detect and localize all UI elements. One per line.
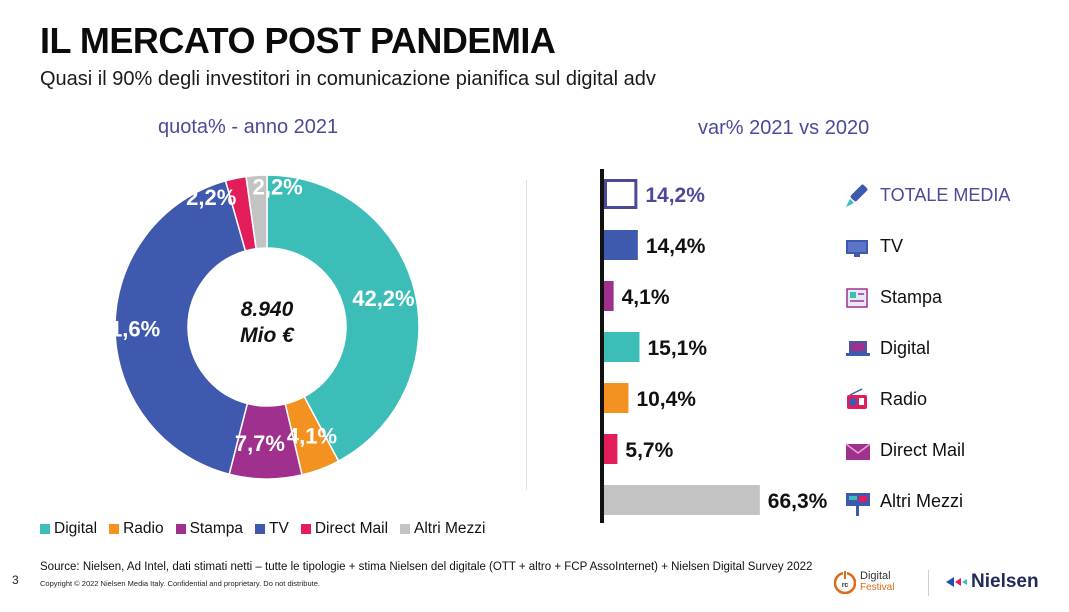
copyright: Copyright © 2022 Nielsen Media Italy. Co… <box>40 579 320 588</box>
bar-value-label: 14,2% <box>645 184 705 207</box>
legend-label: TV <box>269 520 289 537</box>
digital-festival-mark: rc <box>842 582 849 589</box>
legend-item: Radio <box>109 520 164 538</box>
page-subtitle: Quasi il 90% degli investitori in comuni… <box>40 68 656 90</box>
logo-separator <box>928 570 929 596</box>
logo-df-line1: Digital <box>860 570 891 582</box>
bar-value-label: 66,3% <box>768 490 828 513</box>
mail-icon <box>845 443 871 460</box>
billboard-icon <box>846 493 870 516</box>
legend-label: Stampa <box>189 520 243 537</box>
donut-chart: 42,2% 4,1%7,7% 41,6% 2,2% 2,2% 8.940 Mio € <box>100 174 420 480</box>
donut-title: quota% - anno 2021 <box>158 116 339 138</box>
donut-label: 2,2% <box>186 185 236 210</box>
legend-swatch <box>175 524 186 534</box>
logo-df-line2: Festival <box>860 582 895 593</box>
donut-label: 42,2% <box>352 286 414 311</box>
tv-icon <box>846 240 868 257</box>
donut-center-unit: Mio € <box>240 324 295 347</box>
legend-swatch <box>300 524 311 534</box>
bar-category-label: Digital <box>880 338 930 358</box>
laptop-icon <box>846 341 870 356</box>
donut-slice-altri-mezzi <box>245 174 268 250</box>
legend-label: Direct Mail <box>314 520 389 537</box>
bar-value-label: 15,1% <box>647 337 707 360</box>
legend-swatch <box>109 524 120 534</box>
pen-icon <box>846 184 868 207</box>
legend-label: Radio <box>123 520 164 537</box>
bar-category-label: Radio <box>880 389 927 409</box>
donut-slice-tv <box>114 179 249 476</box>
source-note: Source: Nielsen, Ad Intel, dati stimati … <box>40 561 813 573</box>
donut-label: 4,1% <box>287 424 337 449</box>
legend-item: Direct Mail <box>300 520 389 538</box>
nielsen-mark-icon <box>946 577 967 587</box>
bar-category-label: TV <box>880 236 903 256</box>
bar-radio <box>604 383 629 413</box>
legend-item: Digital <box>40 520 97 538</box>
legend-swatch <box>255 524 265 534</box>
bar-stampa <box>604 281 614 311</box>
divider <box>526 180 527 490</box>
digital-festival-icon: rc <box>834 570 856 594</box>
nielsen-logo: Nielsen <box>946 571 1039 593</box>
bar-direct-mail <box>604 434 618 464</box>
nielsen-wordmark: Nielsen <box>971 571 1039 592</box>
donut-label: 2,2% <box>253 174 303 199</box>
legend-item: Altri Mezzi <box>400 520 486 538</box>
bar-category-label: Altri Mezzi <box>880 491 963 511</box>
bar-altri-mezzi <box>604 485 760 515</box>
bar-tv <box>604 230 638 260</box>
bar-value-label: 5,7% <box>625 439 673 462</box>
legend-item: Stampa <box>175 520 243 538</box>
legend-label: Altri Mezzi <box>414 520 486 537</box>
donut-label: 7,7% <box>235 431 285 456</box>
digital-festival-logo: rc Digital Festival <box>834 570 894 594</box>
donut-slice-digital <box>266 174 420 463</box>
bar-category-label: Direct Mail <box>880 440 965 460</box>
newspaper-icon <box>846 288 868 308</box>
bar-value-label: 10,4% <box>636 388 696 411</box>
radio-icon <box>847 388 867 409</box>
page-title: IL MERCATO POST PANDEMIA <box>40 20 556 61</box>
bar-category-label: Stampa <box>880 287 943 307</box>
bar-digital <box>604 332 640 362</box>
bar-totale-media <box>604 179 638 209</box>
chart-legend: Digital Radio Stampa TV Direct Mail Altri Mez… <box>40 520 486 538</box>
page-number: 3 <box>12 573 19 587</box>
bar-value-label: 14,4% <box>646 235 706 258</box>
bar-chart-title: var% 2021 vs 2020 <box>698 117 870 139</box>
legend-label: Digital <box>54 520 98 537</box>
bar-category-label: TOTALE MEDIA <box>880 185 1010 205</box>
legend-swatch <box>400 524 411 534</box>
legend-item: TV <box>255 520 289 538</box>
bar-value-label: 4,1% <box>622 286 670 309</box>
bar-chart: 14,2% 14,4% 4,1% 15,1% 10,4% 5,7% 66,3% TOTALE… <box>600 169 1010 523</box>
donut-center-value: 8.940 <box>241 298 294 321</box>
legend-swatch <box>40 524 50 534</box>
donut-label: 41,6% <box>100 317 160 342</box>
